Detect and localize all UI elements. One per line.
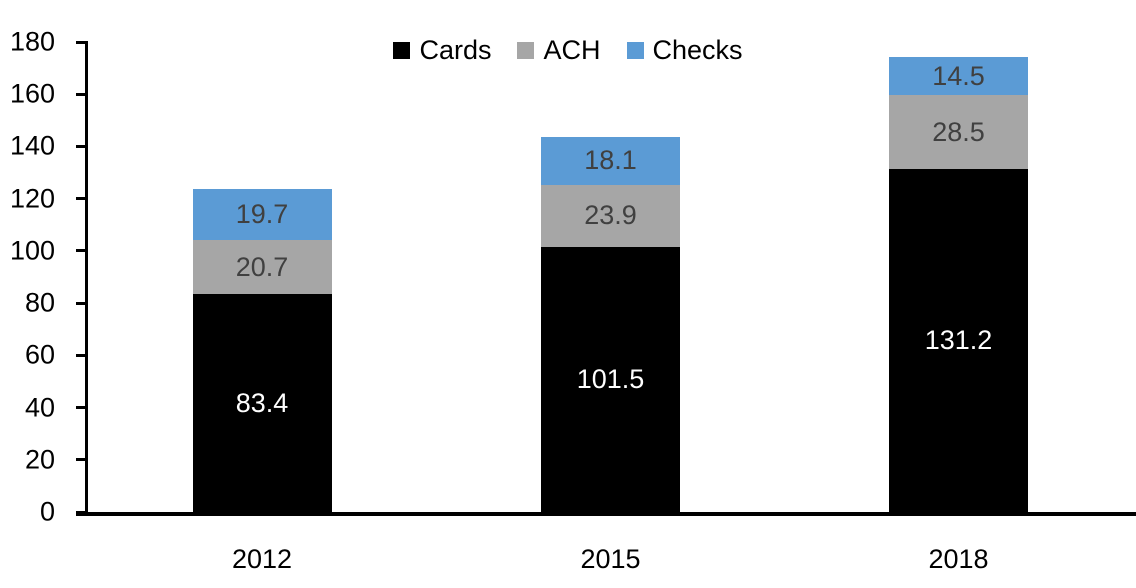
- bar-value-label: 131.2: [924, 325, 993, 356]
- y-tick-label: 20: [24, 444, 55, 475]
- bar-segment-checks-2015: 18.1: [541, 137, 680, 185]
- x-tick-label-2018: 2018: [928, 544, 989, 574]
- chart-legend: Cards ACH Checks: [0, 37, 1136, 64]
- y-axis-line: [85, 41, 88, 512]
- legend-item-ach: ACH: [517, 35, 601, 65]
- bar-value-label: 101.5: [576, 363, 645, 394]
- y-tick-mark: [76, 353, 88, 357]
- bar-segment-cards-2018: 131.2: [889, 169, 1028, 512]
- y-tick-label: 0: [39, 496, 55, 527]
- legend-label-checks: Checks: [652, 35, 743, 65]
- y-tick-mark: [76, 92, 88, 96]
- y-tick-label: 120: [9, 183, 55, 214]
- y-tick-label: 80: [24, 287, 55, 318]
- y-tick-label: 180: [9, 26, 55, 57]
- y-tick-mark: [76, 406, 88, 410]
- y-tick-label: 140: [9, 130, 55, 161]
- y-tick-mark: [76, 301, 88, 305]
- legend-item-cards: Cards: [393, 37, 491, 64]
- checks-legend-swatch: [626, 42, 644, 59]
- bar-value-label: 83.4: [235, 387, 289, 418]
- bar-value-label: 18.1: [584, 145, 637, 176]
- bar-segment-checks-2018: 14.5: [889, 57, 1028, 96]
- legend-label-ach: ACH: [543, 35, 601, 65]
- y-tick-label: 60: [24, 339, 55, 370]
- bar-segment-ach-2015: 23.9: [541, 184, 680, 247]
- y-tick-mark: [76, 40, 88, 44]
- ach-legend-swatch: [517, 42, 535, 59]
- legend-item-checks: Checks: [626, 35, 743, 65]
- x-axis-line: [76, 512, 1136, 516]
- bar-value-label: 20.7: [235, 251, 289, 282]
- bar-segment-checks-2012: 19.7: [192, 188, 332, 241]
- bar-value-label: 23.9: [584, 200, 637, 231]
- bar-value-label: 28.5: [932, 116, 985, 147]
- y-tick-mark: [76, 249, 88, 253]
- x-tick-label-2012: 2012: [231, 544, 293, 574]
- x-tick-label-2015: 2015: [580, 544, 641, 574]
- y-tick-mark: [76, 458, 88, 462]
- bar-value-label: 19.7: [235, 198, 289, 229]
- y-tick-label: 100: [9, 235, 55, 266]
- cards-legend-swatch: [393, 42, 411, 59]
- bar-value-label: 14.5: [932, 60, 985, 91]
- bar-segment-ach-2018: 28.5: [889, 95, 1028, 170]
- bar-segment-cards-2012: 83.4: [192, 294, 332, 512]
- y-tick-label: 160: [9, 78, 55, 109]
- y-tick-mark: [76, 197, 88, 201]
- bar-segment-ach-2012: 20.7: [192, 240, 332, 295]
- y-tick-mark: [76, 144, 88, 148]
- bar-segment-cards-2015: 101.5: [541, 246, 680, 512]
- y-tick-label: 40: [24, 392, 55, 423]
- legend-label-cards: Cards: [419, 35, 492, 65]
